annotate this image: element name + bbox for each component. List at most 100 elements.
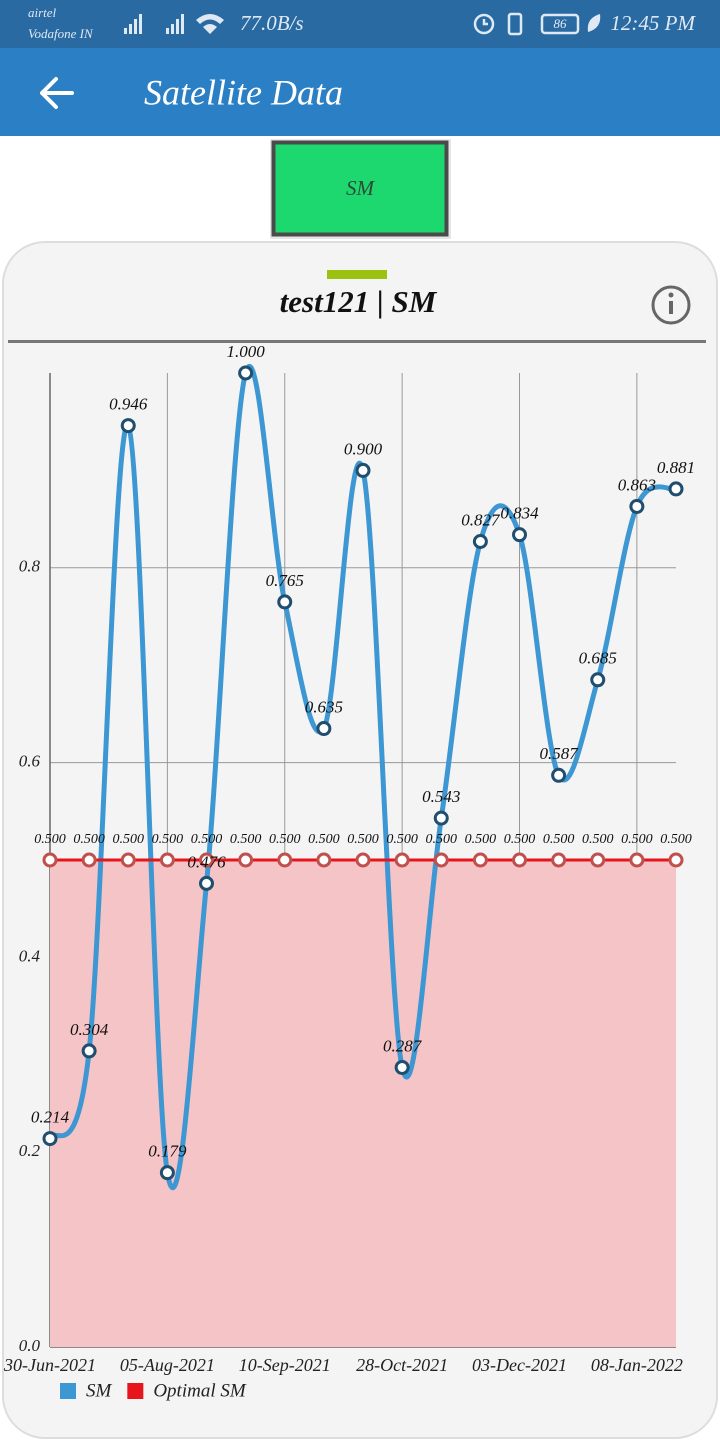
point-marker (42, 1131, 58, 1147)
plot: 0.0 0.2 0.4 0.6 0.8 30-Jun-2021 05-Aug-2021 10-… (3, 342, 695, 1401)
clock: 12:45 PM (610, 11, 696, 35)
value-label: 0.500 (152, 832, 184, 847)
title-accent (327, 270, 387, 279)
point-marker (120, 852, 136, 868)
status-bar (0, 0, 720, 48)
point-marker (512, 852, 527, 868)
value-label: 0.287 (383, 1036, 423, 1055)
legend-swatch (127, 1383, 144, 1399)
point-marker (277, 594, 293, 610)
legend-swatch (60, 1383, 76, 1399)
value-label: 0.827 (461, 510, 501, 529)
value-label: 0.500 (426, 832, 458, 847)
chart-title: test121 | SM (280, 284, 438, 319)
y-tick-label: 0.6 (19, 752, 41, 771)
point-marker (316, 852, 332, 868)
value-label: 0.500 (269, 832, 301, 847)
point-marker (472, 852, 488, 868)
value-label: 0.500 (308, 832, 340, 847)
value-label: 0.881 (657, 458, 695, 477)
point-marker (355, 852, 371, 868)
point-marker (277, 852, 293, 868)
battery-level: 86 (554, 16, 568, 31)
value-label: 0.863 (618, 475, 656, 494)
point-marker (159, 1165, 175, 1181)
info-button[interactable] (651, 285, 691, 325)
series-area (50, 860, 676, 1347)
x-tick-label: 03-Dec-2021 (472, 1355, 567, 1375)
tab-sm[interactable] (271, 140, 449, 237)
value-label: 0.500 (582, 832, 614, 847)
point-marker (238, 852, 254, 868)
y-tick-label: 0.2 (19, 1141, 41, 1160)
value-label: 0.765 (266, 571, 304, 590)
value-label: 0.900 (344, 439, 383, 458)
legend-label: Optimal SM (153, 1380, 247, 1401)
value-label: 0.543 (422, 787, 460, 806)
value-label: 0.500 (465, 832, 497, 847)
value-label: 0.179 (148, 1142, 187, 1161)
point-marker (551, 852, 567, 868)
point-marker (42, 852, 58, 868)
point-marker (120, 418, 136, 434)
back-button[interactable] (40, 77, 74, 109)
title-divider (8, 340, 706, 343)
point-marker (199, 852, 214, 868)
x-tick-label: 08-Jan-2022 (591, 1355, 683, 1375)
point-marker (433, 852, 449, 868)
point-marker (238, 365, 254, 381)
legend-label: SM (86, 1380, 113, 1401)
x-tick-label: 05-Aug-2021 (120, 1355, 215, 1375)
value-label: 0.587 (540, 744, 580, 763)
value-label: 0.304 (70, 1020, 109, 1039)
info-ring (651, 285, 691, 325)
carrier-1: airtel (28, 5, 57, 20)
point-marker (199, 875, 214, 891)
signal-icons (124, 14, 224, 34)
point-marker (394, 852, 410, 868)
point-marker (590, 672, 606, 688)
network-speed: 77.0B/s (240, 11, 304, 35)
point-marker (394, 1059, 410, 1075)
point-marker (629, 852, 645, 868)
status-icons (473, 12, 580, 36)
point-marker (81, 852, 97, 868)
app-title: Satellite Data (144, 72, 343, 112)
value-label: 0.685 (579, 649, 617, 668)
value-label: 0.500 (386, 832, 418, 847)
tab-label: SM (346, 176, 376, 200)
point-marker (551, 767, 567, 783)
value-label: 0.500 (113, 832, 145, 847)
value-label: 0.476 (187, 852, 226, 871)
carrier-2: Vodafone IN (28, 26, 94, 41)
value-label: 0.500 (621, 832, 653, 847)
value-label: 0.500 (230, 832, 262, 847)
point-marker (668, 481, 684, 497)
y-tick-label: 0.8 (19, 557, 41, 576)
point-marker (159, 852, 175, 868)
y-tick-label: 0.4 (19, 946, 41, 965)
value-label: 0.500 (504, 832, 536, 847)
point-marker (472, 534, 488, 550)
point-marker (433, 810, 449, 826)
x-tick-label: 28-Oct-2021 (356, 1355, 448, 1375)
leaf-icon (587, 14, 601, 32)
point-marker (590, 852, 606, 868)
y-tick-label: 0.0 (19, 1336, 41, 1355)
value-label: 0.500 (34, 832, 66, 847)
x-tick-label: 10-Sep-2021 (239, 1355, 331, 1375)
value-label: 1.000 (227, 342, 266, 361)
x-tick-label: 30-Jun-2021 (3, 1355, 96, 1375)
info-stem (669, 301, 673, 314)
value-label: 0.214 (31, 1107, 70, 1126)
point-marker (629, 498, 645, 514)
app-bar (0, 48, 720, 136)
value-label: 0.834 (500, 504, 539, 523)
value-label: 0.500 (73, 832, 105, 847)
point-marker (316, 721, 332, 737)
value-label: 0.500 (347, 832, 379, 847)
value-label: 0.500 (191, 832, 223, 847)
info-dot (668, 292, 674, 298)
value-label: 0.500 (660, 832, 692, 847)
